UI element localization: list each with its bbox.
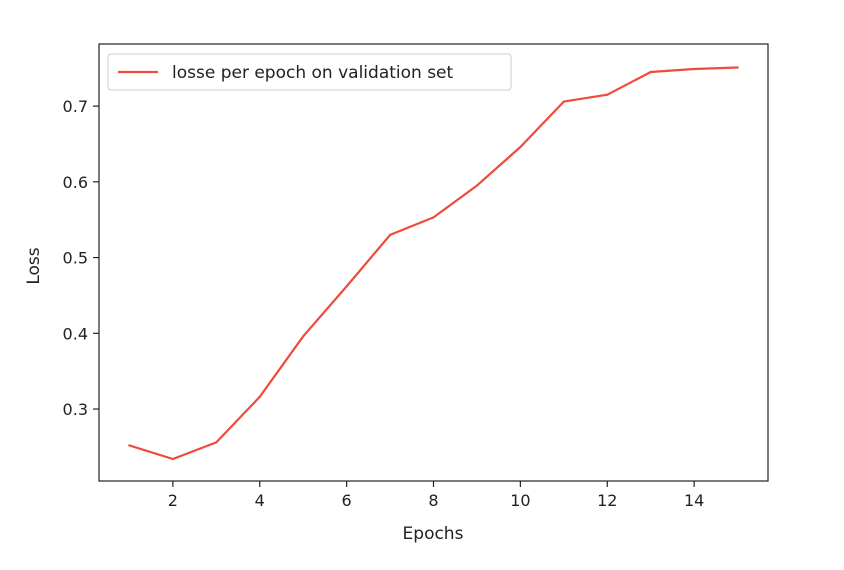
x-axis-ticks: 2 4 6 8 10 12 14 xyxy=(168,481,704,510)
data-point xyxy=(345,285,348,288)
x-tick-label: 8 xyxy=(428,491,438,510)
data-point xyxy=(258,395,261,399)
data-point xyxy=(302,335,305,338)
data-point xyxy=(388,233,392,236)
y-tick-label: 0.6 xyxy=(63,173,88,192)
data-point xyxy=(215,441,218,444)
x-axis-label: Epochs xyxy=(403,524,464,544)
x-tick-label: 6 xyxy=(342,491,352,510)
series-points xyxy=(128,66,739,461)
y-tick-label: 0.5 xyxy=(63,249,88,268)
y-tick-label: 0.3 xyxy=(63,400,88,419)
legend-label: losse per epoch on validation set xyxy=(172,63,454,83)
plot-area xyxy=(98,43,769,482)
x-tick-label: 4 xyxy=(255,491,265,510)
y-axis-label: Loss xyxy=(24,247,44,284)
y-axis-ticks: 0.3 0.4 0.5 0.6 0.7 xyxy=(63,97,99,419)
data-point xyxy=(475,184,479,187)
legend-box xyxy=(107,53,512,91)
data-point xyxy=(171,457,174,461)
y-tick-label: 0.4 xyxy=(63,324,88,343)
data-point xyxy=(606,93,609,96)
x-tick-label: 14 xyxy=(684,491,704,510)
y-tick-label: 0.7 xyxy=(63,97,88,116)
x-tick-label: 2 xyxy=(168,491,178,510)
x-tick-label: 10 xyxy=(510,491,530,510)
data-point xyxy=(519,145,522,149)
x-tick-label: 12 xyxy=(597,491,617,510)
data-point xyxy=(432,216,435,219)
data-point xyxy=(649,70,652,74)
data-point xyxy=(128,444,131,447)
data-point xyxy=(693,67,696,71)
legend: losse per epoch on validation set xyxy=(107,53,512,91)
data-point xyxy=(736,66,739,69)
data-point xyxy=(562,100,565,103)
